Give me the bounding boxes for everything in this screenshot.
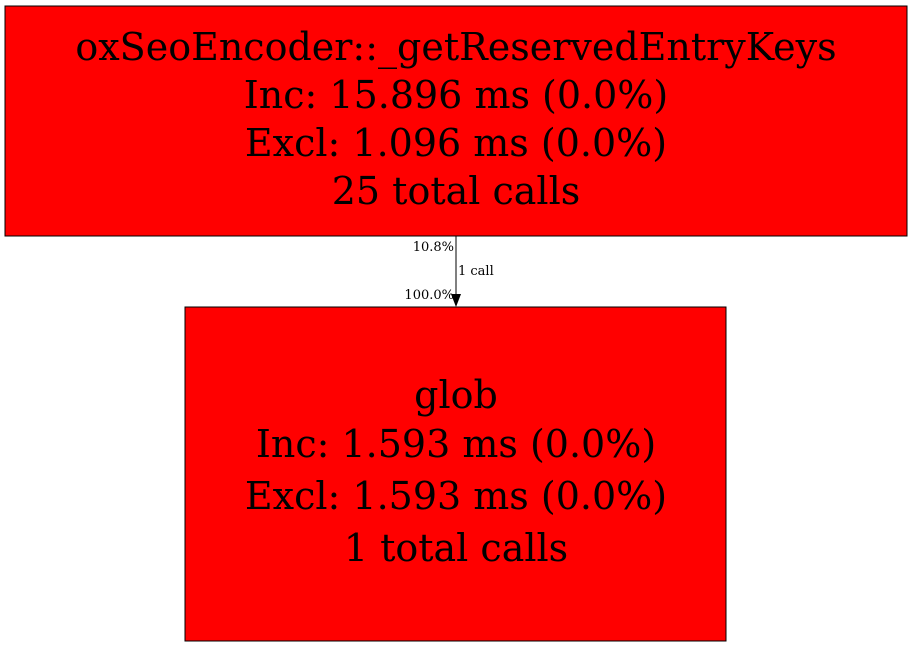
edge-getreservedentrykeys-to-glob[interactable]: 10.8% 1 call 100.0% bbox=[404, 236, 494, 307]
node-function-name: oxSeoEncoder::_getReservedEntryKeys bbox=[75, 25, 836, 70]
edge-head-label: 100.0% bbox=[404, 288, 454, 303]
node-function-name: glob bbox=[414, 373, 498, 417]
node-exclusive-time: Excl: 1.096 ms (0.0%) bbox=[245, 121, 667, 165]
node-box bbox=[184, 306, 727, 642]
arrowhead-icon bbox=[451, 294, 461, 307]
node-inclusive-time: Inc: 1.593 ms (0.0%) bbox=[256, 422, 656, 466]
node-glob[interactable]: glob Inc: 1.593 ms (0.0%) Excl: 1.593 ms… bbox=[184, 306, 727, 642]
node-box bbox=[4, 5, 908, 237]
edge-tail-label: 10.8% bbox=[413, 240, 454, 255]
node-exclusive-time: Excl: 1.593 ms (0.0%) bbox=[245, 474, 667, 518]
edge-label: 1 call bbox=[458, 264, 494, 279]
node-total-calls: 25 total calls bbox=[332, 169, 580, 213]
node-getreservedentrykeys[interactable]: oxSeoEncoder::_getReservedEntryKeys Inc:… bbox=[4, 5, 908, 237]
node-total-calls: 1 total calls bbox=[344, 526, 568, 570]
node-inclusive-time: Inc: 15.896 ms (0.0%) bbox=[244, 73, 669, 117]
